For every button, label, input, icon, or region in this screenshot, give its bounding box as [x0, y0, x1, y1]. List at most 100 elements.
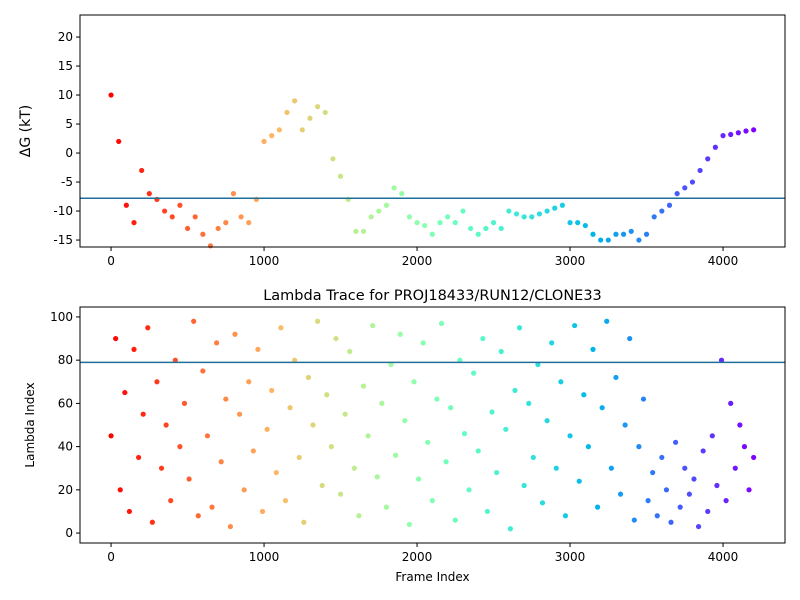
y-tick-label: -10 [53, 204, 73, 218]
point [186, 476, 192, 482]
point [204, 433, 211, 439]
y-tick-label: -5 [61, 175, 73, 189]
point [513, 211, 520, 217]
point [169, 214, 175, 220]
y-tick-label: -15 [53, 233, 73, 247]
point [700, 448, 706, 454]
point [368, 214, 374, 220]
point [613, 374, 619, 381]
point [315, 318, 321, 324]
point [397, 331, 403, 337]
point [553, 465, 559, 471]
point [370, 322, 376, 329]
point [241, 487, 247, 493]
point [192, 214, 198, 220]
point [735, 130, 741, 136]
point [668, 519, 674, 525]
point [751, 454, 757, 461]
point [720, 133, 726, 139]
point [743, 128, 749, 134]
point [273, 469, 279, 476]
point [682, 185, 688, 191]
point [526, 400, 532, 406]
point [342, 411, 348, 417]
point [278, 325, 284, 331]
point [214, 340, 220, 346]
point [149, 519, 155, 525]
point [406, 521, 412, 528]
point [590, 231, 596, 237]
point [494, 469, 500, 476]
x-axis-label: Frame Index [395, 570, 469, 584]
point [195, 513, 201, 519]
point [686, 491, 692, 497]
point [177, 202, 183, 208]
x-tick-label: 1000 [249, 550, 280, 564]
point [140, 411, 146, 417]
point [301, 519, 307, 525]
point [200, 231, 206, 237]
point [429, 498, 435, 504]
point [163, 422, 169, 428]
y-tick-label: 80 [58, 353, 73, 367]
point [590, 346, 596, 352]
x-tick-label: 3000 [555, 550, 586, 564]
point [536, 211, 543, 217]
point [617, 491, 624, 497]
point [659, 208, 665, 214]
y-tick-label: 0 [65, 146, 73, 160]
point [498, 348, 504, 355]
point [126, 508, 133, 515]
point [549, 340, 555, 346]
point [651, 214, 657, 220]
point [544, 418, 550, 424]
point [705, 156, 711, 162]
point [714, 482, 720, 489]
axes-frame [79, 14, 786, 248]
point [636, 444, 642, 450]
point [457, 357, 463, 363]
x-tick-label: 3000 [555, 254, 586, 268]
point [177, 444, 183, 450]
point [516, 325, 523, 331]
point [605, 237, 611, 243]
point [131, 220, 137, 226]
point [581, 392, 587, 398]
point [347, 348, 353, 355]
point [640, 396, 647, 402]
point [200, 368, 206, 374]
point [636, 237, 642, 243]
point [376, 208, 382, 214]
point [379, 400, 385, 406]
point [236, 411, 243, 417]
point [498, 225, 504, 232]
y-tick-label: 20 [58, 483, 73, 497]
point [223, 220, 229, 226]
point [287, 405, 293, 411]
point [627, 335, 633, 342]
point [337, 491, 344, 497]
point [712, 144, 718, 150]
point [559, 202, 565, 208]
x-tick-label: 0 [107, 550, 115, 564]
point [622, 422, 628, 428]
point [746, 487, 752, 493]
point [158, 465, 165, 471]
point [391, 185, 397, 191]
point [521, 482, 527, 489]
point [406, 214, 412, 220]
point [337, 173, 344, 179]
point [539, 500, 546, 506]
point [209, 504, 215, 510]
point [521, 214, 527, 220]
point [732, 465, 738, 471]
point [490, 220, 497, 226]
point [282, 498, 289, 504]
y-tick-label: 10 [58, 88, 73, 102]
point [697, 167, 703, 174]
point [483, 225, 489, 232]
point [108, 92, 114, 98]
point [682, 465, 688, 471]
point [276, 127, 282, 133]
